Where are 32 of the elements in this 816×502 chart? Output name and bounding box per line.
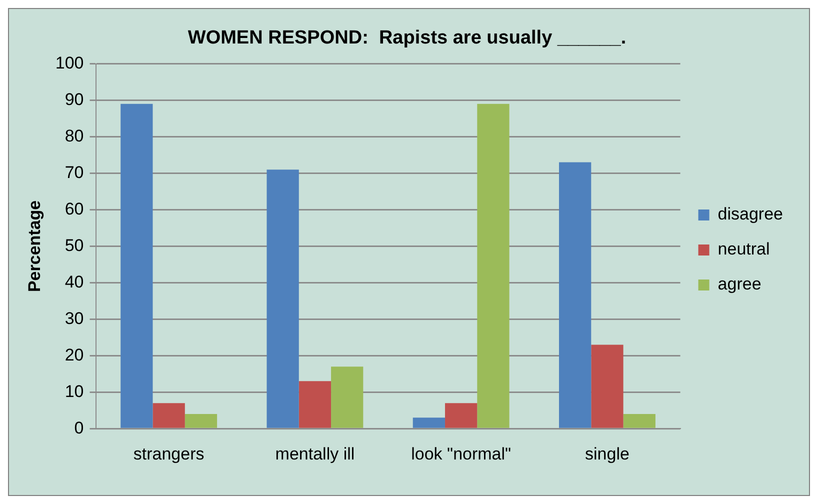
y-tick-label: 100 xyxy=(55,53,84,72)
y-tick-label: 40 xyxy=(64,272,84,292)
y-tick-label: 30 xyxy=(64,308,84,328)
y-tick-label: 60 xyxy=(64,199,84,218)
legend-label: neutral xyxy=(718,240,770,259)
bar xyxy=(120,104,153,428)
y-tick-label: 50 xyxy=(64,236,84,255)
bar xyxy=(412,418,446,428)
bar xyxy=(559,162,592,428)
y-tick-label: 20 xyxy=(64,345,84,364)
x-tick-label: look "normal" xyxy=(411,444,512,464)
x-tick-label: single xyxy=(585,444,630,464)
legend-label: agree xyxy=(718,274,762,294)
y-tick-label: 0 xyxy=(74,418,84,438)
y-tick-label: 80 xyxy=(64,126,84,146)
bar xyxy=(591,344,624,428)
legend-label: disagree xyxy=(718,204,784,224)
y-tick-label: 90 xyxy=(64,90,84,109)
bar xyxy=(445,403,478,428)
bar xyxy=(152,403,185,428)
bar xyxy=(331,366,364,428)
x-tick-label: strangers xyxy=(133,444,204,464)
bar xyxy=(298,381,332,428)
chart-title: WOMEN RESPOND: Rapists are usually ______. xyxy=(188,28,626,49)
bar xyxy=(623,414,656,428)
y-axis-title: Percentage xyxy=(24,200,44,292)
bar xyxy=(184,414,218,428)
x-tick-label: mentally ill xyxy=(275,444,355,464)
bar xyxy=(266,170,299,428)
bar xyxy=(477,104,510,428)
y-tick-label: 10 xyxy=(64,382,84,401)
y-tick-label: 70 xyxy=(64,162,84,182)
